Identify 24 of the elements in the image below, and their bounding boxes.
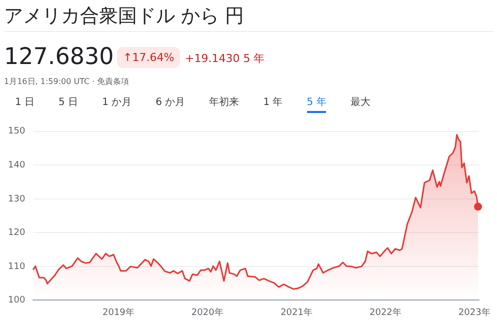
y-tick-label: 140 bbox=[8, 160, 26, 171]
text: 5 年 bbox=[306, 97, 326, 113]
text: 最大 bbox=[350, 97, 370, 110]
y-tick-label: 130 bbox=[8, 194, 26, 204]
text: 5 日 bbox=[58, 97, 78, 110]
text: 1月16日, 1:59:00 UTC · 免責条項 bbox=[4, 76, 130, 87]
text: +19.1430 5 年 bbox=[185, 51, 265, 66]
x-tick-label: 2020年 bbox=[191, 306, 224, 318]
chart-subtitle: 127.6830 bbox=[4, 44, 114, 70]
text: ↑17.64% bbox=[117, 47, 180, 68]
text: 年初来 bbox=[209, 97, 240, 110]
y-tick-label: 100 bbox=[8, 296, 26, 306]
text: 1 か月 bbox=[102, 97, 132, 110]
text: 1 年 bbox=[263, 97, 283, 110]
text: 6 か月 bbox=[156, 97, 186, 110]
chart-title: アメリカ合衆国ドル から 円 bbox=[4, 4, 244, 29]
x-tick-label: 2022年 bbox=[369, 306, 402, 318]
y-tick-label: 120 bbox=[8, 228, 26, 238]
y-tick-label: 150 bbox=[8, 126, 26, 137]
x-tick-label: 2019年 bbox=[102, 306, 134, 318]
x-tick-label: 2023年 bbox=[458, 306, 490, 318]
y-tick-label: 110 bbox=[8, 262, 26, 272]
x-tick-label: 2021年 bbox=[280, 306, 312, 318]
text: 1 日 bbox=[15, 97, 35, 110]
